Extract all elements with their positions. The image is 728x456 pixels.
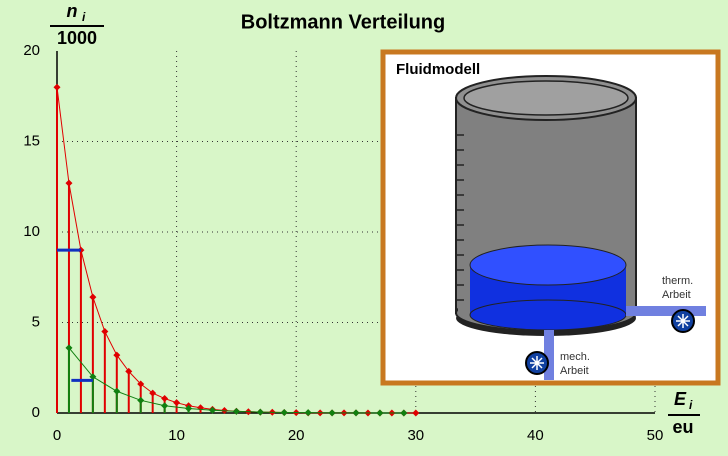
mechanical-pipe (544, 330, 554, 380)
fluid-bottom (469, 299, 627, 331)
point (352, 409, 360, 417)
y-tick-label: 5 (32, 313, 40, 330)
x-tick-label: 0 (53, 427, 61, 444)
x-tick-label: 10 (168, 427, 185, 444)
point (53, 83, 61, 91)
x-label-denominator: eu (672, 417, 693, 437)
point (89, 373, 97, 381)
y-tick-label: 10 (23, 223, 40, 240)
point (89, 293, 97, 301)
x-tick-label: 40 (527, 427, 544, 444)
point (65, 179, 73, 187)
y-label-index: i (82, 10, 86, 24)
y-label-symbol: n (67, 1, 78, 21)
x-tick-label: 30 (407, 427, 424, 444)
point (376, 409, 384, 417)
point (208, 406, 216, 414)
mechanical-label: mech. (560, 351, 590, 363)
point (149, 389, 157, 397)
point (113, 387, 121, 395)
point (304, 409, 312, 417)
point (101, 328, 109, 336)
inset-title: Fluidmodell (396, 61, 480, 78)
point (113, 351, 121, 359)
y-tick-label: 0 (32, 404, 40, 421)
fluid-model: Fluidmodell therm. Arbeit mech. Arbeit (380, 49, 721, 386)
y-label-denominator: 1000 (57, 28, 97, 48)
cylinder-rim (463, 80, 629, 116)
x-label: E i eu (668, 389, 700, 437)
y-tick-label: 20 (23, 42, 40, 59)
point (232, 407, 240, 415)
point (412, 409, 420, 417)
wheel-spokes (530, 356, 544, 370)
thermal-label: Arbeit (662, 289, 691, 301)
chart-title: Boltzmann Verteilung (241, 11, 445, 33)
x-tick-label: 20 (288, 427, 305, 444)
point (256, 408, 264, 416)
x-label-symbol: E (674, 389, 687, 409)
point (125, 367, 133, 375)
point (328, 409, 336, 417)
point (137, 380, 145, 388)
y-tick-label: 15 (23, 132, 40, 149)
fluid-top (469, 244, 627, 286)
wheel-spokes (676, 314, 690, 328)
y-label: n i 1000 (50, 1, 104, 48)
x-label-index: i (689, 398, 693, 412)
point (161, 395, 169, 403)
point (400, 409, 408, 417)
point (173, 399, 181, 407)
point (65, 344, 73, 352)
plot: 0 5 10 15 20 0 10 20 30 40 50 (23, 42, 663, 444)
point (280, 408, 288, 416)
point (161, 402, 169, 410)
point (137, 396, 145, 404)
thermal-pipe (626, 306, 706, 316)
point (185, 404, 193, 412)
mechanical-label: Arbeit (560, 365, 589, 377)
x-tick-label: 50 (647, 427, 664, 444)
scale (456, 134, 464, 301)
thermal-label: therm. (662, 275, 693, 287)
scale-ticks (456, 134, 464, 301)
